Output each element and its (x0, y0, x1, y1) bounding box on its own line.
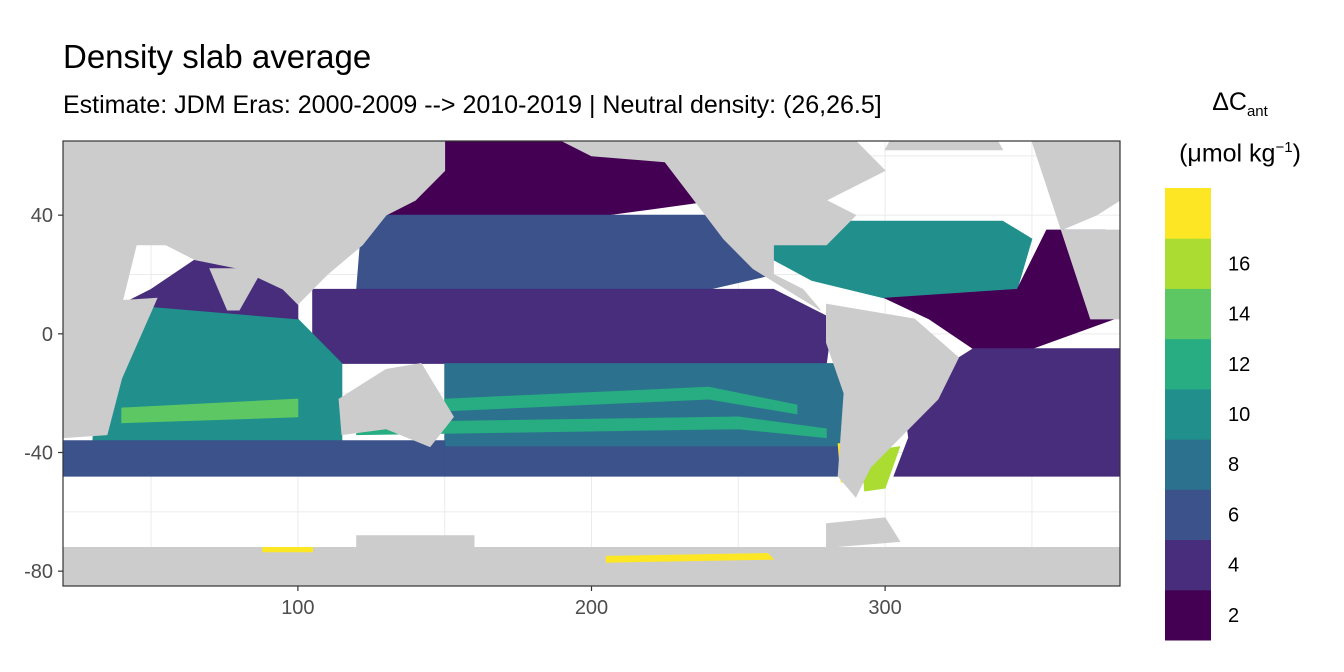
legend-swatch (1165, 388, 1211, 440)
legend-tick-label: 16 (1228, 253, 1250, 275)
ocean-region (605, 552, 775, 563)
x-tick-label: 200 (575, 597, 608, 619)
ocean-region (893, 348, 1120, 477)
ocean-band (356, 416, 827, 439)
legend-swatch (1165, 439, 1211, 490)
legend-swatch (1165, 238, 1211, 289)
ocean-region (356, 214, 775, 290)
ocean-region (63, 440, 446, 477)
land-mass (209, 268, 264, 311)
legend-tick-label: 14 (1228, 304, 1250, 326)
legend-tick-label: 10 (1228, 404, 1250, 426)
legend-tick-label: 6 (1228, 504, 1239, 526)
ocean-region (262, 547, 314, 553)
land-mass (63, 297, 158, 439)
land-mass (1031, 141, 1120, 231)
x-tick-label: 100 (281, 597, 314, 619)
land-mass (826, 517, 901, 548)
chart-title: Density slab average (63, 38, 372, 75)
legend-tick-label: 2 (1228, 605, 1239, 627)
land-mass (338, 363, 454, 448)
y-tick-label: -40 (24, 443, 53, 465)
y-tick-label: 40 (31, 205, 53, 227)
legend-tick-label: 12 (1228, 354, 1250, 376)
chart-subtitle: Estimate: JDM Eras: 2000-2009 --> 2010-2… (63, 91, 882, 119)
land-mass (356, 535, 475, 548)
legend-swatch (1165, 188, 1211, 239)
land-mass (63, 547, 1120, 586)
land-mass (63, 141, 446, 320)
legend-swatch (1165, 489, 1211, 541)
land-mass (884, 141, 1004, 151)
ocean-band (121, 398, 299, 424)
legend-swatch (1165, 539, 1211, 591)
x-tick-label: 300 (868, 597, 901, 619)
legend-swatch (1165, 589, 1211, 641)
y-tick-label: 0 (42, 324, 53, 346)
ocean-region (312, 288, 833, 364)
legend-swatch (1165, 288, 1211, 340)
map-panel (63, 141, 1120, 586)
ocean-region (444, 446, 851, 477)
legend-tick-label: 8 (1228, 454, 1239, 476)
y-tick-label: -80 (24, 561, 53, 583)
land-mass (826, 303, 959, 498)
legend-title: ΔCant (1212, 88, 1268, 120)
legend-unit: (μmol kg−1) (1179, 139, 1301, 168)
legend-swatch (1165, 338, 1211, 390)
land-mass (561, 141, 886, 311)
legend-tick-label: 4 (1228, 555, 1239, 577)
land-mass (1060, 229, 1120, 320)
